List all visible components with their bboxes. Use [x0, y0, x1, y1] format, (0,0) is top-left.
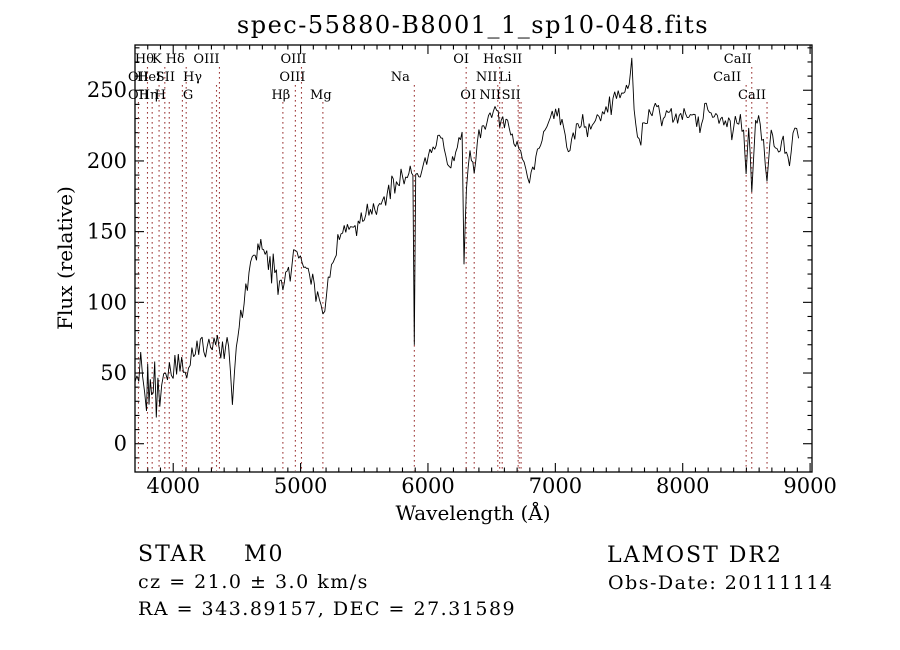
x-tick-label: 8000 [656, 474, 709, 498]
feature-label: Hη [139, 88, 158, 103]
y-tick-label: 0 [114, 432, 127, 456]
feature-label: NII [476, 70, 498, 85]
y-axis-label: Flux (relative) [53, 186, 77, 330]
feature-label: Hθ [135, 52, 154, 67]
feature-label: Hβ [271, 88, 290, 103]
feature-label: OI [453, 52, 469, 67]
feature-label: SII [502, 88, 521, 103]
spectrum-trace [134, 57, 800, 418]
object-subclass: M0 [244, 542, 285, 567]
x-tick-label: 4000 [146, 474, 199, 498]
x-axis-label: Wavelength (Å) [395, 500, 550, 525]
feature-label: Mg [310, 88, 332, 103]
y-tick-label: 250 [87, 78, 127, 102]
feature-label: Na [391, 70, 410, 85]
axis-frame [134, 44, 813, 473]
feature-label: OIII [280, 52, 306, 67]
feature-label: Hγ [183, 70, 202, 85]
y-tick-label: 200 [87, 149, 127, 173]
feature-label: G [183, 88, 193, 103]
y-tick-label: 50 [100, 361, 127, 385]
plot-title: spec-55880-B8001_1_sp10-048.fits [237, 11, 709, 39]
cz-annotation: cz = 21.0 ± 3.0 km/s [138, 571, 369, 593]
plot-area: 4000 5000 6000 7000 8000 9000 0 50 100 150 200 250 H… [87, 44, 837, 498]
feature-label: OIII [193, 52, 219, 67]
feature-label: CaII [713, 70, 741, 85]
feature-label: SII [156, 70, 175, 85]
feature-label: HαSII [483, 52, 522, 67]
feature-label: OI [460, 88, 476, 103]
x-tick-label: 9000 [783, 474, 836, 498]
radec-annotation: RA = 343.89157, DEC = 27.31589 [138, 598, 516, 620]
feature-label: NII [479, 88, 501, 103]
feature-label: HeI [137, 70, 161, 85]
y-tick-label: 100 [87, 290, 127, 314]
feature-label: H [155, 88, 166, 103]
x-tick-label: 6000 [401, 474, 454, 498]
survey-release: LAMOST DR2 [607, 543, 783, 568]
feature-label: K [152, 52, 162, 67]
feature-label: Li [499, 70, 512, 85]
x-tick-label: 5000 [274, 474, 327, 498]
feature-label: CaII [724, 52, 752, 67]
obs-date: Obs-Date: 20111114 [608, 572, 834, 594]
feature-label: Hδ [166, 52, 185, 67]
y-tick-label: 150 [87, 220, 127, 244]
x-tick-label: 7000 [529, 474, 582, 498]
feature-label: OIII [279, 70, 305, 85]
object-class: STAR [138, 542, 207, 567]
feature-label: OII [128, 88, 149, 103]
feature-label: CaII [738, 88, 766, 103]
feature-label: OII [128, 70, 149, 85]
